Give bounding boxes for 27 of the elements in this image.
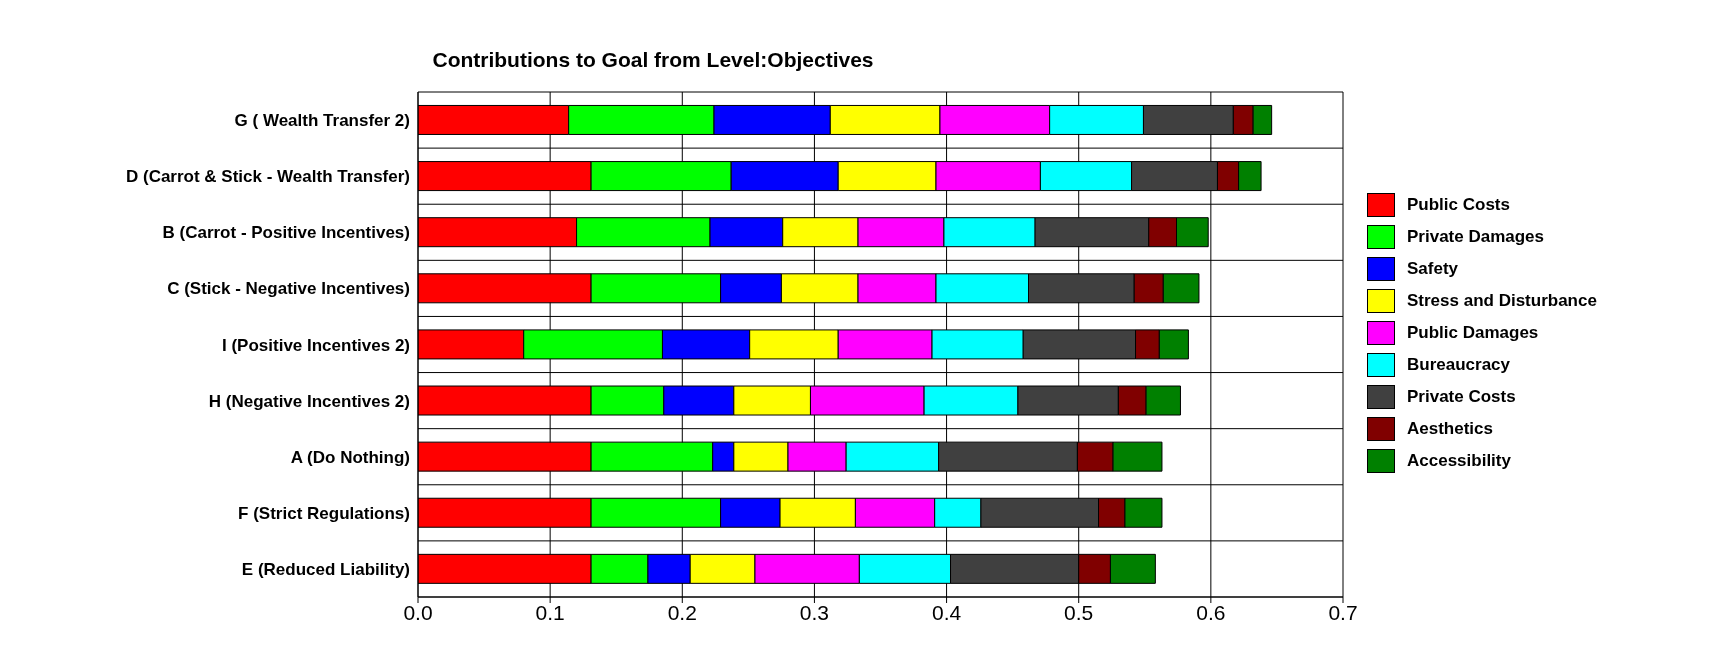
legend-label: Safety: [1407, 258, 1459, 279]
legend-label: Private Damages: [1407, 226, 1545, 247]
x-tick-label: 0.4: [931, 600, 962, 624]
x-tick-label: 0.6: [1196, 600, 1226, 624]
y-tick-label: C (Stick - Negative Incentives): [167, 279, 410, 299]
x-tick-label: 0.5: [1064, 600, 1094, 624]
legend-label: Bureaucracy: [1407, 354, 1511, 375]
chart-title: Contributions to Goal from Level:Objectives: [431, 48, 875, 72]
y-tick-label: D (Carrot & Stick - Wealth Transfer): [125, 167, 410, 187]
legend-label: Public Damages: [1407, 322, 1539, 343]
y-tick-label: I (Positive Incentives 2): [221, 335, 410, 355]
legend-label: Public Costs: [1407, 194, 1510, 215]
y-tick-label: A (Do Nothing): [290, 447, 410, 467]
y-tick-label: F (Strict Regulations): [238, 503, 410, 523]
x-tick-label: 0.0: [403, 600, 433, 624]
x-tick-label: 0.7: [1328, 600, 1358, 624]
x-tick-label: 0.2: [667, 600, 697, 624]
legend-label: Aesthetics: [1407, 418, 1493, 439]
legend-label: Stress and Disturbance: [1407, 290, 1597, 311]
y-tick-label: H (Negative Incentives 2): [208, 391, 410, 411]
y-tick-label: E (Reduced Liability): [241, 559, 410, 579]
legend-label: Private Costs: [1407, 386, 1516, 407]
y-tick-label: B (Carrot - Positive Incentives): [162, 223, 410, 243]
x-tick-label: 0.3: [799, 600, 830, 624]
y-tick-label: G ( Wealth Transfer 2): [234, 111, 410, 131]
legend-label: Accessibility: [1407, 450, 1511, 471]
x-tick-label: 0.1: [535, 600, 565, 624]
